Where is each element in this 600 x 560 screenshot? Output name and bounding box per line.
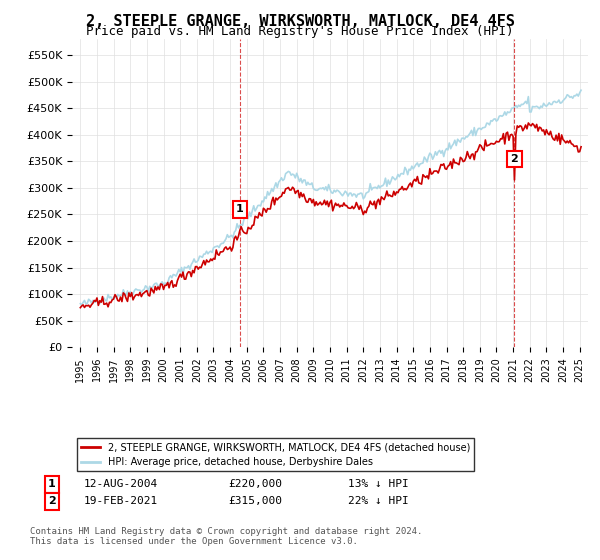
Text: 2: 2 [48,496,56,506]
Text: £315,000: £315,000 [228,496,282,506]
Text: 22% ↓ HPI: 22% ↓ HPI [348,496,409,506]
Text: Price paid vs. HM Land Registry's House Price Index (HPI): Price paid vs. HM Land Registry's House … [86,25,514,38]
Text: Contains HM Land Registry data © Crown copyright and database right 2024.
This d: Contains HM Land Registry data © Crown c… [30,526,422,546]
Legend: 2, STEEPLE GRANGE, WIRKSWORTH, MATLOCK, DE4 4FS (detached house), HPI: Average p: 2, STEEPLE GRANGE, WIRKSWORTH, MATLOCK, … [77,438,474,471]
Text: £220,000: £220,000 [228,479,282,489]
Text: 2, STEEPLE GRANGE, WIRKSWORTH, MATLOCK, DE4 4FS: 2, STEEPLE GRANGE, WIRKSWORTH, MATLOCK, … [86,14,514,29]
Text: 1: 1 [48,479,56,489]
Text: 19-FEB-2021: 19-FEB-2021 [84,496,158,506]
Text: 13% ↓ HPI: 13% ↓ HPI [348,479,409,489]
Text: 12-AUG-2004: 12-AUG-2004 [84,479,158,489]
Text: 2: 2 [511,154,518,164]
Text: 1: 1 [236,204,244,214]
